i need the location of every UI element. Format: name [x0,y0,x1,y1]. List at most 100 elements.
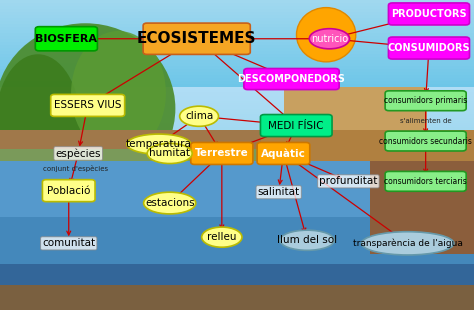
Bar [0,138,474,140]
Text: transparència de l'aigua: transparència de l'aigua [353,239,463,248]
FancyBboxPatch shape [388,3,469,25]
Text: ESSERS VIUS: ESSERS VIUS [54,100,121,110]
Ellipse shape [202,227,242,247]
Bar [0,130,474,161]
Text: llum del sol: llum del sol [277,235,337,245]
Ellipse shape [0,54,81,194]
FancyBboxPatch shape [51,94,125,116]
Bar [0,89,474,91]
Bar [0,75,474,78]
Bar [0,24,474,27]
Text: DESCOMPONEDORS: DESCOMPONEDORS [237,74,346,84]
FancyBboxPatch shape [191,143,253,164]
Bar [0,107,474,108]
Bar [0,285,474,310]
Bar [0,118,474,120]
Bar [0,132,474,134]
Bar [0,87,474,89]
Bar [0,9,474,12]
Bar [0,33,474,36]
Text: humitat: humitat [149,148,190,158]
Bar [0,84,474,87]
Bar [0,0,474,3]
Text: BIOSFERA: BIOSFERA [36,34,97,44]
Bar [0,108,474,110]
Bar [0,149,474,161]
Bar [0,69,474,72]
Bar [0,91,474,92]
Bar [0,92,474,94]
Ellipse shape [309,29,349,49]
Bar [0,105,474,107]
Bar [0,42,474,45]
Bar [0,27,474,30]
Bar [0,100,474,101]
Text: Aquàtic: Aquàtic [261,148,306,159]
Text: comunitat: comunitat [42,238,95,248]
Bar [0,18,474,21]
Bar [0,217,474,264]
Text: Terrestre: Terrestre [195,148,249,158]
Bar [0,66,474,69]
Bar [0,6,474,9]
Bar [0,94,474,96]
Text: temperatura: temperatura [126,139,191,149]
FancyBboxPatch shape [35,27,98,51]
Bar [0,57,474,60]
Bar [0,98,474,100]
Bar [0,45,474,48]
Bar [0,15,474,18]
FancyBboxPatch shape [385,131,466,151]
Text: PRODUCTORS: PRODUCTORS [391,9,467,19]
Bar [0,39,474,42]
Bar [0,127,474,129]
Bar [0,78,474,81]
FancyBboxPatch shape [244,69,339,90]
Bar [0,36,474,39]
Text: Població: Població [47,186,91,196]
Bar [0,114,474,116]
FancyBboxPatch shape [261,114,332,136]
Bar [0,21,474,24]
Ellipse shape [280,230,334,250]
Bar [0,12,474,15]
Bar [0,112,474,114]
Ellipse shape [361,232,454,255]
FancyBboxPatch shape [385,171,466,191]
Bar [0,54,474,57]
Bar [0,134,474,136]
Bar [0,131,474,132]
Bar [0,48,474,51]
Ellipse shape [0,23,175,194]
Text: espècies: espècies [55,148,101,159]
Text: s'alimenten de: s'alimenten de [400,118,451,124]
Bar [284,87,427,155]
Bar [0,120,474,121]
Bar [0,161,474,217]
Bar [0,101,474,103]
Bar [0,60,474,63]
Bar [261,130,474,161]
Bar [0,3,474,6]
Bar [0,110,474,112]
Bar [0,72,474,75]
Bar [0,116,474,118]
Bar [0,123,474,125]
Text: ECOSISTEMES: ECOSISTEMES [137,31,256,46]
Text: nutricio: nutricio [311,34,348,44]
Ellipse shape [180,106,219,126]
Bar [0,264,474,310]
FancyBboxPatch shape [257,143,310,164]
Text: profunditat: profunditat [319,176,378,186]
Ellipse shape [144,192,196,214]
Bar [0,103,474,105]
Text: consumidors terciaris: consumidors terciaris [384,177,467,186]
Text: estacions: estacions [145,198,194,208]
Bar [0,125,474,127]
Text: MEDI FÍSIC: MEDI FÍSIC [268,121,324,131]
FancyBboxPatch shape [143,23,250,55]
Bar [0,63,474,66]
Bar [370,161,474,254]
Bar [0,129,474,131]
Text: consumidors secundaris: consumidors secundaris [379,136,472,146]
